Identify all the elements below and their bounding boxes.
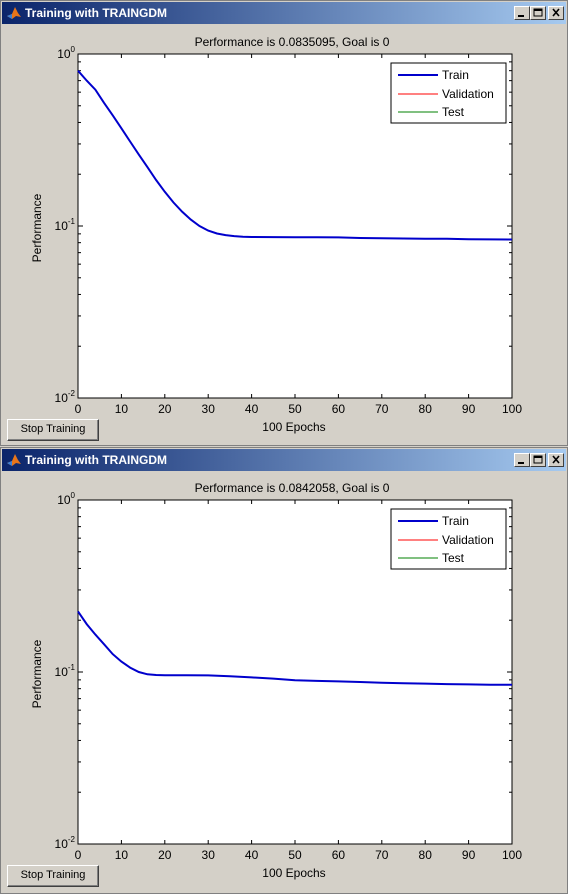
- x-tick-label: 10: [115, 848, 129, 862]
- x-ticks: 0 10 20 30 40 50 60 70 80 90 100: [75, 54, 522, 416]
- x-tick-label: 100: [502, 848, 522, 862]
- window-title: Training with TRAINGDM: [25, 6, 167, 20]
- maximize-button[interactable]: [530, 6, 546, 20]
- matlab-logo-icon: [7, 7, 21, 19]
- y-axis-label: Performance: [30, 639, 44, 708]
- y-tick-label: 10-2: [55, 389, 76, 405]
- minimize-icon: [518, 15, 524, 17]
- x-tick-label: 30: [202, 848, 216, 862]
- legend-box: [390, 62, 507, 124]
- y-axis-label: Performance: [30, 193, 44, 262]
- title-bar[interactable]: Training with TRAINGDM: [2, 449, 566, 471]
- legend: Train Validation Test: [390, 508, 507, 570]
- y-tick-label: 100: [57, 491, 75, 507]
- x-tick-label: 0: [75, 402, 82, 416]
- x-axis-label: 100 Epochs: [262, 420, 325, 434]
- plot-title: Performance is 0.0842058, Goal is 0: [195, 481, 390, 495]
- legend-train-label: Train: [442, 514, 469, 528]
- x-tick-label: 0: [75, 848, 82, 862]
- train-series-line: [77, 610, 513, 686]
- performance-plot-2: Performance is 0.0842058, Goal is 0 0 10 2…: [30, 481, 522, 880]
- x-ticks: 0 10 20 30 40 50 60 70 80 90 100: [75, 500, 522, 862]
- title-bar[interactable]: Training with TRAINGDM: [2, 2, 566, 24]
- x-tick-label: 70: [375, 848, 389, 862]
- legend-validation-label: Validation: [442, 533, 494, 547]
- train-series-line: [77, 70, 513, 241]
- x-tick-label: 40: [245, 848, 259, 862]
- training-window-1: Training with TRAINGDM Performance is 0.…: [0, 0, 568, 446]
- matlab-logo-icon: [7, 454, 21, 466]
- x-tick-label: 100: [502, 402, 522, 416]
- minimize-button[interactable]: [514, 6, 530, 20]
- x-tick-label: 20: [158, 402, 172, 416]
- window-title: Training with TRAINGDM: [25, 453, 167, 467]
- x-tick-label: 70: [375, 402, 389, 416]
- x-tick-label: 50: [288, 848, 302, 862]
- close-button[interactable]: [548, 6, 564, 20]
- x-tick-label: 90: [462, 402, 476, 416]
- plot-title: Performance is 0.0835095, Goal is 0: [195, 35, 390, 49]
- x-tick-label: 20: [158, 848, 172, 862]
- x-tick-label: 60: [332, 402, 346, 416]
- stop-training-button[interactable]: Stop Training: [7, 865, 99, 887]
- y-tick-label: 10-1: [55, 217, 76, 233]
- close-icon: [552, 8, 560, 17]
- x-tick-label: 40: [245, 402, 259, 416]
- x-tick-label: 90: [462, 848, 476, 862]
- y-tick-label: 100: [57, 45, 75, 61]
- x-tick-label: 10: [115, 402, 129, 416]
- close-button[interactable]: [548, 453, 564, 467]
- performance-plot-1: Performance is 0.0835095, Goal is 0 0 10 2…: [30, 35, 522, 434]
- legend-test-label: Test: [442, 105, 465, 119]
- legend-box: [390, 508, 507, 570]
- legend-train-label: Train: [442, 68, 469, 82]
- minimize-icon: [518, 462, 524, 464]
- stop-training-button[interactable]: Stop Training: [7, 419, 99, 441]
- x-tick-label: 30: [202, 402, 216, 416]
- maximize-button[interactable]: [530, 453, 546, 467]
- x-tick-label: 80: [419, 402, 433, 416]
- legend-validation-label: Validation: [442, 87, 494, 101]
- training-window-2: Training with TRAINGDM Performance is 0.…: [0, 447, 568, 894]
- y-tick-label: 10-2: [55, 835, 76, 851]
- y-tick-label: 10-1: [55, 663, 76, 679]
- x-axis-label: 100 Epochs: [262, 866, 325, 880]
- legend: Train Validation Test: [390, 62, 507, 124]
- minimize-button[interactable]: [514, 453, 530, 467]
- x-tick-label: 50: [288, 402, 302, 416]
- maximize-icon: [533, 455, 543, 464]
- x-tick-label: 60: [332, 848, 346, 862]
- x-tick-label: 80: [419, 848, 433, 862]
- close-icon: [552, 455, 560, 464]
- maximize-icon: [533, 8, 543, 17]
- legend-test-label: Test: [442, 551, 465, 565]
